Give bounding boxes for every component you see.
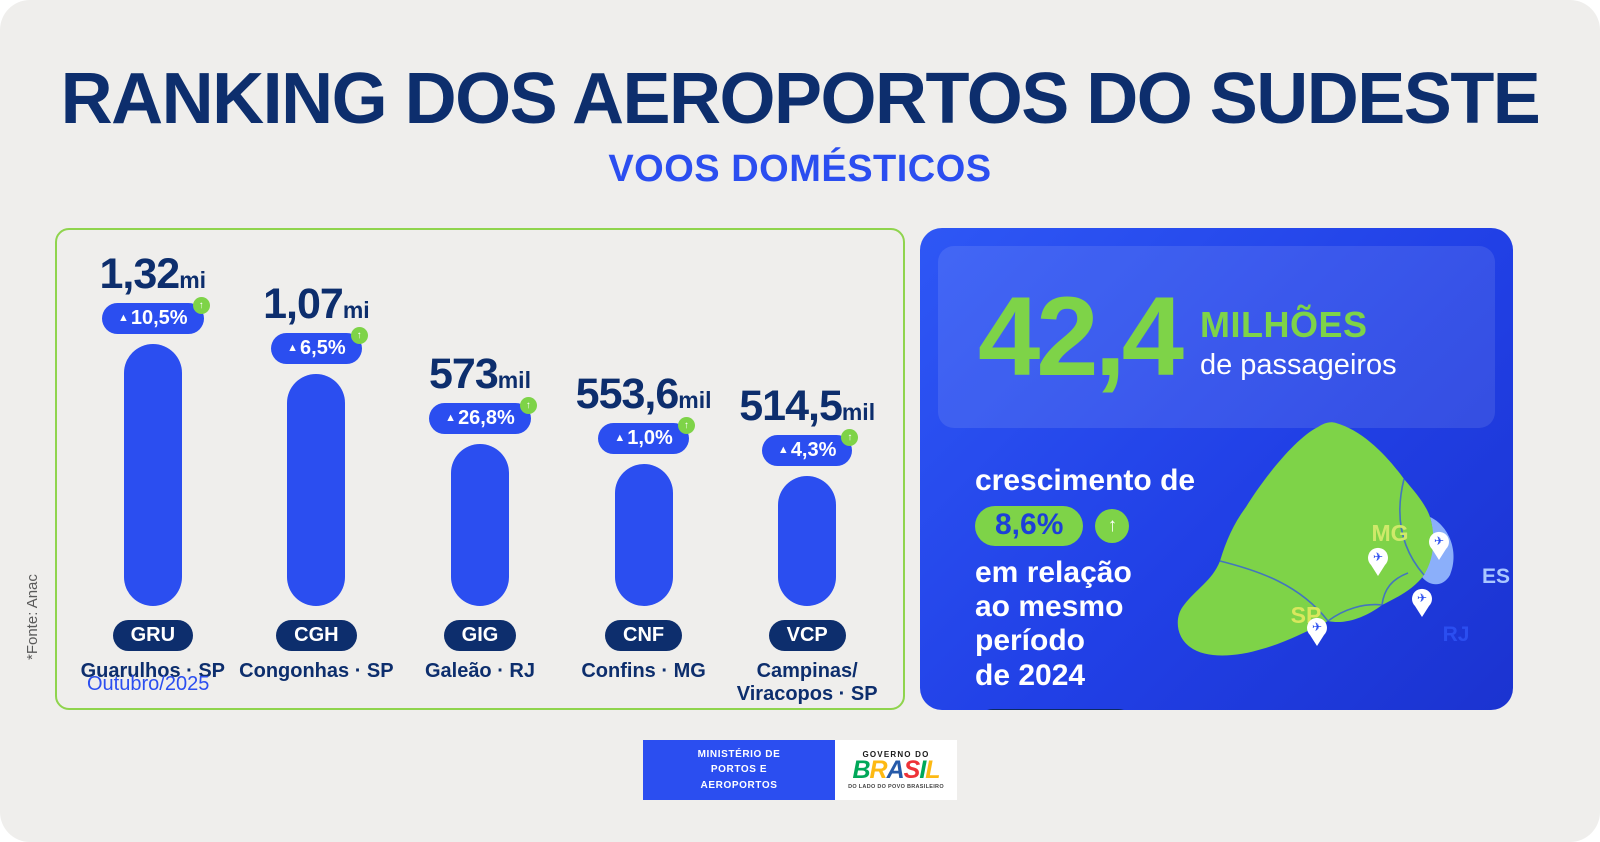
airport-column: 553,6mil ▲ 1,0% ↑ CNF Confins · MG [562,240,726,706]
period-badge: jan-out 2025 [975,708,1136,710]
airport-column: 573mil ▲ 26,8% ↑ GIG Galeão · RJ [398,240,562,706]
airport-column: 1,07mi ▲ 6,5% ↑ CGH Congonhas · SP [235,240,399,706]
svg-text:✈: ✈ [1373,550,1383,564]
total-passengers-value: 42,4 [978,274,1184,399]
trend-up-icon: ▲ [287,342,299,354]
up-arrow-icon: ↑ [1095,509,1130,543]
airport-name: Guarulhos · SP [80,660,226,682]
growth-badge: ▲ 10,5% ↑ [101,297,210,334]
airport-code-badge: GRU [112,620,194,651]
growth-intro: crescimento de [975,464,1196,497]
plane-pin-icon: ✈ [1368,547,1388,576]
value-unit: mil [678,387,712,413]
airport-code-badge: CNF [605,620,683,651]
plane-pin-icon: ✈ [1412,588,1432,617]
airport-bar [614,464,673,606]
source-note: *Fonte: Anac [24,574,41,660]
bar-stack: 514,5mil ▲ 4,3% ↑ [739,240,875,606]
bar-stack: 1,32mi ▲ 10,5% ↑ [99,240,210,606]
value-unit: mi [342,297,370,323]
summary-panel: 42,4 MILHÕES de passageiros crescimento … [920,228,1513,710]
value-label: 573mil [428,350,531,398]
bar-stack: 573mil ▲ 26,8% ↑ [428,240,537,606]
ministry-logo: MINISTÉRIO DE PORTOS E AEROPORTOS [643,740,835,800]
airport-name: Campinas/Viracopos · SP [736,660,878,705]
trend-up-icon: ▲ [445,412,457,424]
map-region-shape [1177,422,1434,656]
svg-text:✈: ✈ [1434,534,1444,548]
southeast-brazil-map: MG SP RJ ES ✈ ✈ ✈ ✈ [1177,422,1510,656]
map-region-label: ES [1482,565,1510,588]
bar-stack: 1,07mi ▲ 6,5% ↑ [263,240,370,606]
airport-code-badge: GIG [443,620,517,651]
growth-block: crescimento de 8,6% ↑ em relação ao mesm… [975,464,1195,710]
airport-name: Galeão · RJ [424,660,535,682]
gov-brand: BRASIL [852,756,940,785]
growth-badge: ▲ 26,8% ↑ [429,397,537,434]
up-arrow-icon: ↑ [841,429,859,446]
total-passengers-caption: MILHÕES de passageiros [1199,304,1397,381]
map-state-borders [1219,478,1425,622]
growth-badge: ▲ 6,5% ↑ [271,327,368,364]
svg-text:✈: ✈ [1312,620,1322,634]
growth-value-badge: 8,6% [975,506,1084,546]
up-arrow-icon: ↑ [677,417,695,434]
bar-chart-area: 1,32mi ▲ 10,5% ↑ GRU Guarulhos · SP 1,07mi… [55,228,905,710]
growth-row: 8,6% ↑ [975,506,1195,546]
government-logo: GOVERNO DO BRASIL DO LADO DO POVO BRASIL… [835,740,957,800]
airport-code-badge: CGH [276,620,357,651]
trend-up-icon: ▲ [614,432,626,444]
airport-code-badge: VCP [768,620,846,651]
footer-logos: MINISTÉRIO DE PORTOS E AEROPORTOS GOVERN… [0,740,1600,800]
page-subtitle: VOOS DOMÉSTICOS [608,148,992,190]
airport-bar [287,374,346,606]
value-label: 1,07mi [263,280,370,328]
growth-comparison-text: em relação ao mesmo período de 2024 [975,556,1132,692]
page-title: RANKING DOS AEROPORTOS DO SUDESTE [60,59,1541,139]
airport-bar [123,344,182,606]
growth-badge: ▲ 4,3% ↑ [761,429,859,466]
bar-stack: 553,6mil ▲ 1,0% ↑ [576,240,712,606]
airport-name: Congonhas · SP [239,660,394,682]
plane-pin-icon: ✈ [1307,617,1327,646]
airport-column: 1,32mi ▲ 10,5% ↑ GRU Guarulhos · SP [71,240,235,706]
value-label: 1,32mi [99,250,207,298]
trend-up-icon: ▲ [777,444,789,456]
svg-text:✈: ✈ [1417,591,1427,605]
up-arrow-icon: ↑ [519,397,537,414]
growth-badge: ▲ 1,0% ↑ [598,417,695,454]
airport-bar [778,476,837,606]
value-label: 514,5mil [739,382,876,430]
up-arrow-icon: ↑ [192,297,210,314]
trend-up-icon: ▲ [117,312,129,324]
plane-pin-icon: ✈ [1429,531,1449,560]
airport-name: Confins · MG [581,660,706,682]
period-label: Outubro/2025 [87,673,210,695]
airport-column: 514,5mil ▲ 4,3% ↑ VCP Campinas/Viracopos ·… [725,240,889,706]
value-unit: mil [497,367,531,393]
up-arrow-icon: ↑ [350,327,368,344]
value-unit: mi [179,267,207,293]
value-unit: mil [841,399,876,425]
map-region-label: MG [1371,520,1408,546]
value-label: 553,6mil [575,370,712,418]
bar-chart-columns: 1,32mi ▲ 10,5% ↑ GRU Guarulhos · SP 1,07mi… [71,240,889,706]
airport-bar [450,444,509,606]
total-passengers-card: 42,4 MILHÕES de passageiros [938,246,1495,428]
map-region-label: RJ [1443,623,1470,646]
